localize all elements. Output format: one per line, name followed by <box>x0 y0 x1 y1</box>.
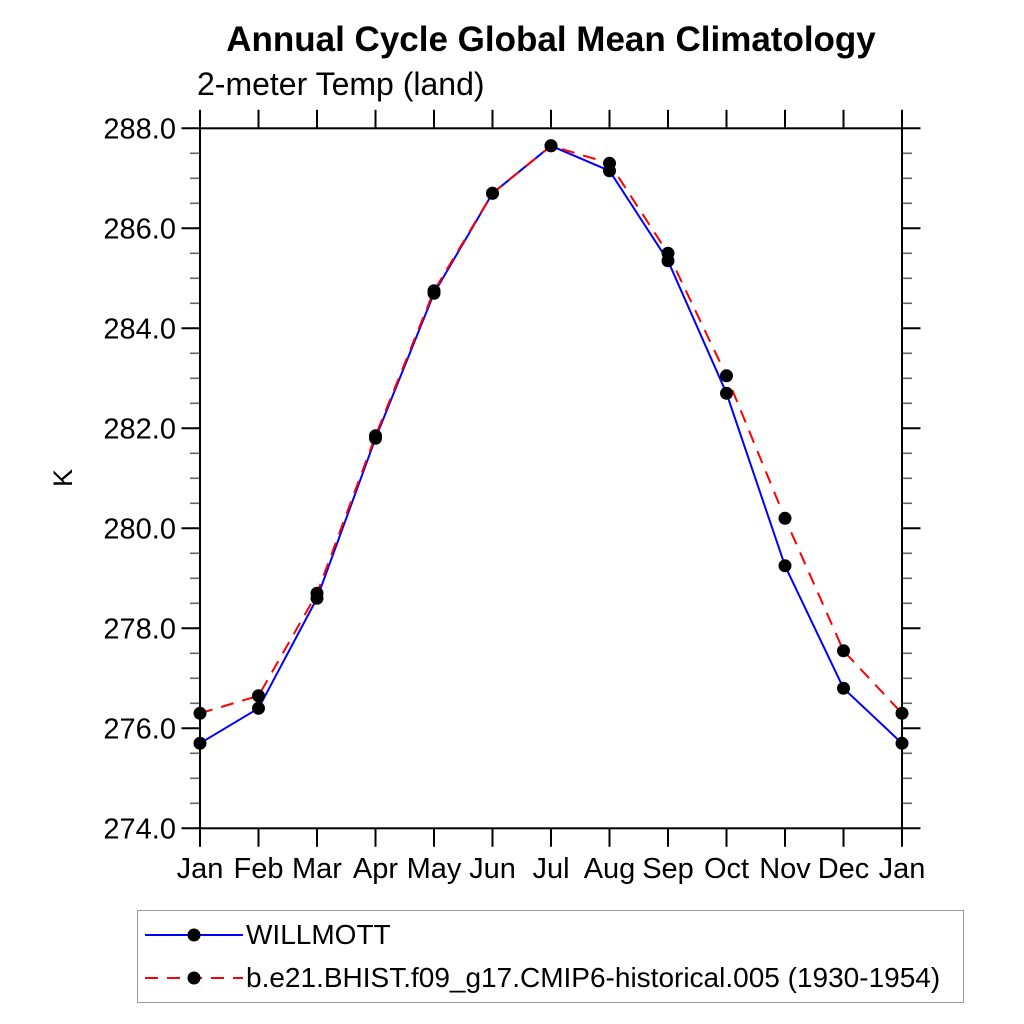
x-tick-label: Sep <box>642 853 694 885</box>
x-tick-label: Apr <box>353 853 398 885</box>
legend-line-sample <box>145 971 243 985</box>
data-point-marker <box>603 156 616 170</box>
legend-box: WILLMOTT b.e21.BHIST.f09_g17.CMIP6-histor… <box>137 910 964 1003</box>
data-point-marker <box>837 681 850 695</box>
data-point-marker <box>427 284 441 298</box>
data-point-marker <box>895 736 909 750</box>
data-point-marker <box>778 511 792 525</box>
y-tick-label: 276.0 <box>103 713 176 745</box>
chart-subtitle: 2-meter Temp (land) <box>197 66 485 102</box>
y-tick-label: 278.0 <box>103 613 176 645</box>
data-point-marker <box>252 689 265 703</box>
data-point-marker <box>895 706 909 720</box>
x-tick-label: Jan <box>879 853 926 885</box>
data-point-marker <box>661 246 675 260</box>
legend-marker <box>187 928 201 942</box>
legend-item: WILLMOTT <box>143 914 963 957</box>
data-point-marker <box>544 139 558 153</box>
data-point-marker <box>837 644 850 658</box>
x-tick-label: May <box>407 853 462 885</box>
data-point-marker <box>310 586 324 600</box>
data-point-marker <box>193 706 207 720</box>
x-tick-label: Jan <box>177 853 224 885</box>
data-point-marker <box>193 736 207 750</box>
y-tick-label: 288.0 <box>103 113 176 145</box>
legend-label: b.e21.BHIST.f09_g17.CMIP6-historical.005… <box>246 962 941 993</box>
data-point-marker <box>369 429 382 443</box>
legend-line-sample <box>145 928 243 942</box>
chart-title: Annual Cycle Global Mean Climatology <box>226 20 876 59</box>
plot-frame <box>199 127 903 830</box>
x-tick-label: Jul <box>532 853 569 885</box>
x-tick-label: Feb <box>234 853 284 885</box>
y-tick-label: 282.0 <box>103 413 176 445</box>
x-tick-label: Jun <box>469 853 516 885</box>
data-point-marker <box>720 386 733 400</box>
y-tick-label: 280.0 <box>103 513 176 545</box>
x-tick-label: Oct <box>704 853 749 885</box>
y-tick-label: 284.0 <box>103 313 176 345</box>
x-tick-label: Nov <box>759 853 811 885</box>
data-point-marker <box>486 186 499 200</box>
y-tick-label: 286.0 <box>103 213 176 245</box>
x-tick-label: Dec <box>818 853 870 885</box>
legend-marker <box>187 971 201 985</box>
y-axis-label: K <box>48 469 78 487</box>
data-point-marker <box>720 369 733 383</box>
series-line-1 <box>199 144 903 715</box>
legend-item: b.e21.BHIST.f09_g17.CMIP6-historical.005… <box>143 957 963 1000</box>
data-point-marker <box>778 559 792 573</box>
x-tick-label: Aug <box>584 853 636 885</box>
data-point-marker <box>252 701 265 715</box>
x-tick-label: Mar <box>292 853 342 885</box>
series-line-0 <box>199 144 903 745</box>
y-tick-label: 274.0 <box>103 813 176 845</box>
legend-label: WILLMOTT <box>246 919 391 950</box>
